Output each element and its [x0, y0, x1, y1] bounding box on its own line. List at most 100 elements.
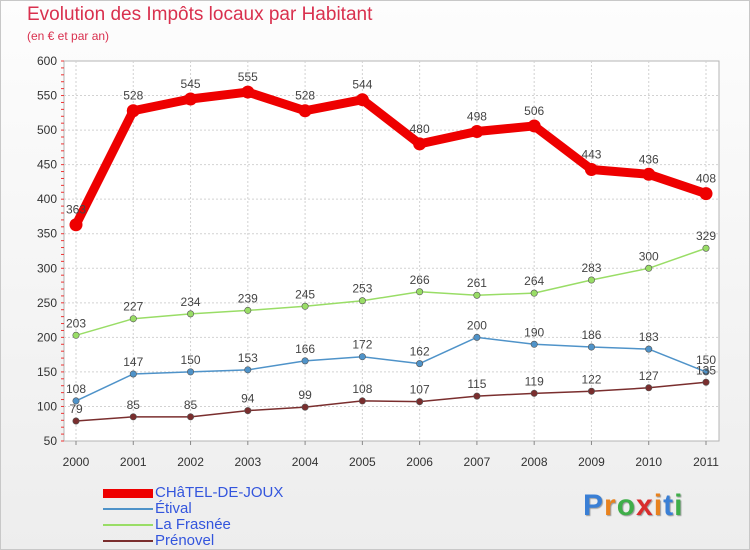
legend-swatch — [103, 524, 153, 526]
data-label: 234 — [181, 295, 201, 309]
data-label: 528 — [123, 89, 143, 103]
data-label: 166 — [295, 342, 315, 356]
data-label: 300 — [639, 249, 659, 263]
legend-swatch — [103, 508, 153, 510]
data-point — [241, 85, 255, 99]
data-point — [527, 119, 541, 133]
data-label: 264 — [524, 274, 544, 288]
data-point — [358, 297, 366, 305]
x-tick-label: 2006 — [406, 455, 433, 469]
data-point — [187, 368, 195, 376]
data-label: 186 — [581, 328, 601, 342]
y-tick-label: 100 — [37, 399, 57, 413]
data-point — [72, 397, 80, 405]
y-tick-label: 250 — [37, 296, 57, 310]
data-point — [587, 276, 595, 284]
x-tick-label: 2002 — [177, 455, 204, 469]
data-point — [126, 104, 140, 118]
series-line-2 — [75, 247, 707, 337]
data-point — [584, 162, 598, 176]
data-point — [187, 413, 195, 421]
data-label: 79 — [69, 402, 83, 416]
data-label: 122 — [581, 372, 601, 386]
data-label: 150 — [181, 353, 201, 367]
data-point — [416, 398, 424, 406]
x-tick-label: 2004 — [292, 455, 319, 469]
data-label: 443 — [581, 147, 601, 161]
data-label: 544 — [352, 78, 372, 92]
data-point — [702, 244, 710, 252]
x-tick-label: 2011 — [693, 455, 719, 469]
x-tick-label: 2007 — [464, 455, 491, 469]
data-point — [473, 333, 481, 341]
y-tick-label: 450 — [37, 158, 57, 172]
data-label: 227 — [123, 300, 143, 314]
data-label: 480 — [410, 122, 430, 136]
data-point — [699, 187, 713, 201]
data-label: 107 — [410, 383, 430, 397]
data-label: 85 — [184, 398, 198, 412]
data-label: 162 — [410, 345, 430, 359]
data-point — [301, 403, 309, 411]
data-point — [355, 93, 369, 107]
data-label: 135 — [696, 363, 716, 377]
x-tick-label: 2001 — [120, 455, 147, 469]
data-label: 99 — [298, 388, 312, 402]
chart-title: Evolution des Impôts locaux par Habitant — [27, 4, 373, 25]
data-point — [187, 310, 195, 318]
data-label: 115 — [467, 377, 486, 391]
data-label: 245 — [295, 287, 315, 301]
x-tick-label: 2008 — [521, 455, 548, 469]
data-label: 253 — [352, 282, 372, 296]
legend-swatch — [103, 489, 153, 498]
data-label: 85 — [127, 398, 141, 412]
data-label: 363 — [66, 203, 86, 217]
chart-subtitle: (en € et par an) — [27, 29, 110, 43]
y-tick-label: 350 — [37, 227, 57, 241]
data-label: 498 — [467, 109, 487, 123]
legend-label: CHâTEL-DE-JOUX — [155, 484, 284, 501]
data-label: 203 — [66, 316, 86, 330]
data-point — [530, 289, 538, 297]
data-label: 408 — [696, 172, 716, 186]
y-tick-label: 300 — [37, 261, 57, 275]
y-tick-label: 500 — [37, 123, 57, 137]
data-point — [702, 378, 710, 386]
data-point — [413, 137, 427, 151]
data-point — [244, 407, 252, 415]
legend-swatch — [103, 540, 153, 542]
data-point — [416, 288, 424, 296]
data-label: 153 — [238, 351, 258, 365]
data-label: 172 — [352, 338, 372, 352]
series-line-3 — [75, 381, 707, 422]
data-point — [301, 357, 309, 365]
legend-label: La Frasnée — [155, 516, 231, 533]
x-tick-label: 2009 — [578, 455, 605, 469]
series-line-1 — [75, 336, 707, 402]
data-point — [129, 413, 137, 421]
y-tick-label: 150 — [37, 365, 57, 379]
data-point — [129, 370, 137, 378]
legend-label: Étival — [155, 500, 192, 517]
data-label: 119 — [525, 374, 544, 388]
data-label: 94 — [241, 392, 255, 406]
data-label: 108 — [66, 382, 86, 396]
y-tick-label: 50 — [44, 434, 58, 448]
data-label: 266 — [410, 273, 430, 287]
data-label: 147 — [123, 355, 143, 369]
data-point — [645, 384, 653, 392]
data-label: 190 — [524, 325, 544, 339]
data-label: 239 — [238, 291, 258, 305]
data-point — [642, 167, 656, 181]
series-line-0 — [71, 87, 711, 230]
data-point — [416, 360, 424, 368]
x-tick-label: 2003 — [234, 455, 261, 469]
data-label: 555 — [238, 70, 258, 84]
data-label: 150 — [696, 353, 716, 367]
data-label: 200 — [467, 318, 487, 332]
x-tick-label: 2010 — [635, 455, 662, 469]
proxiti-logo: Proxiti — [583, 489, 683, 523]
data-point — [530, 340, 538, 348]
y-tick-label: 400 — [37, 192, 57, 206]
